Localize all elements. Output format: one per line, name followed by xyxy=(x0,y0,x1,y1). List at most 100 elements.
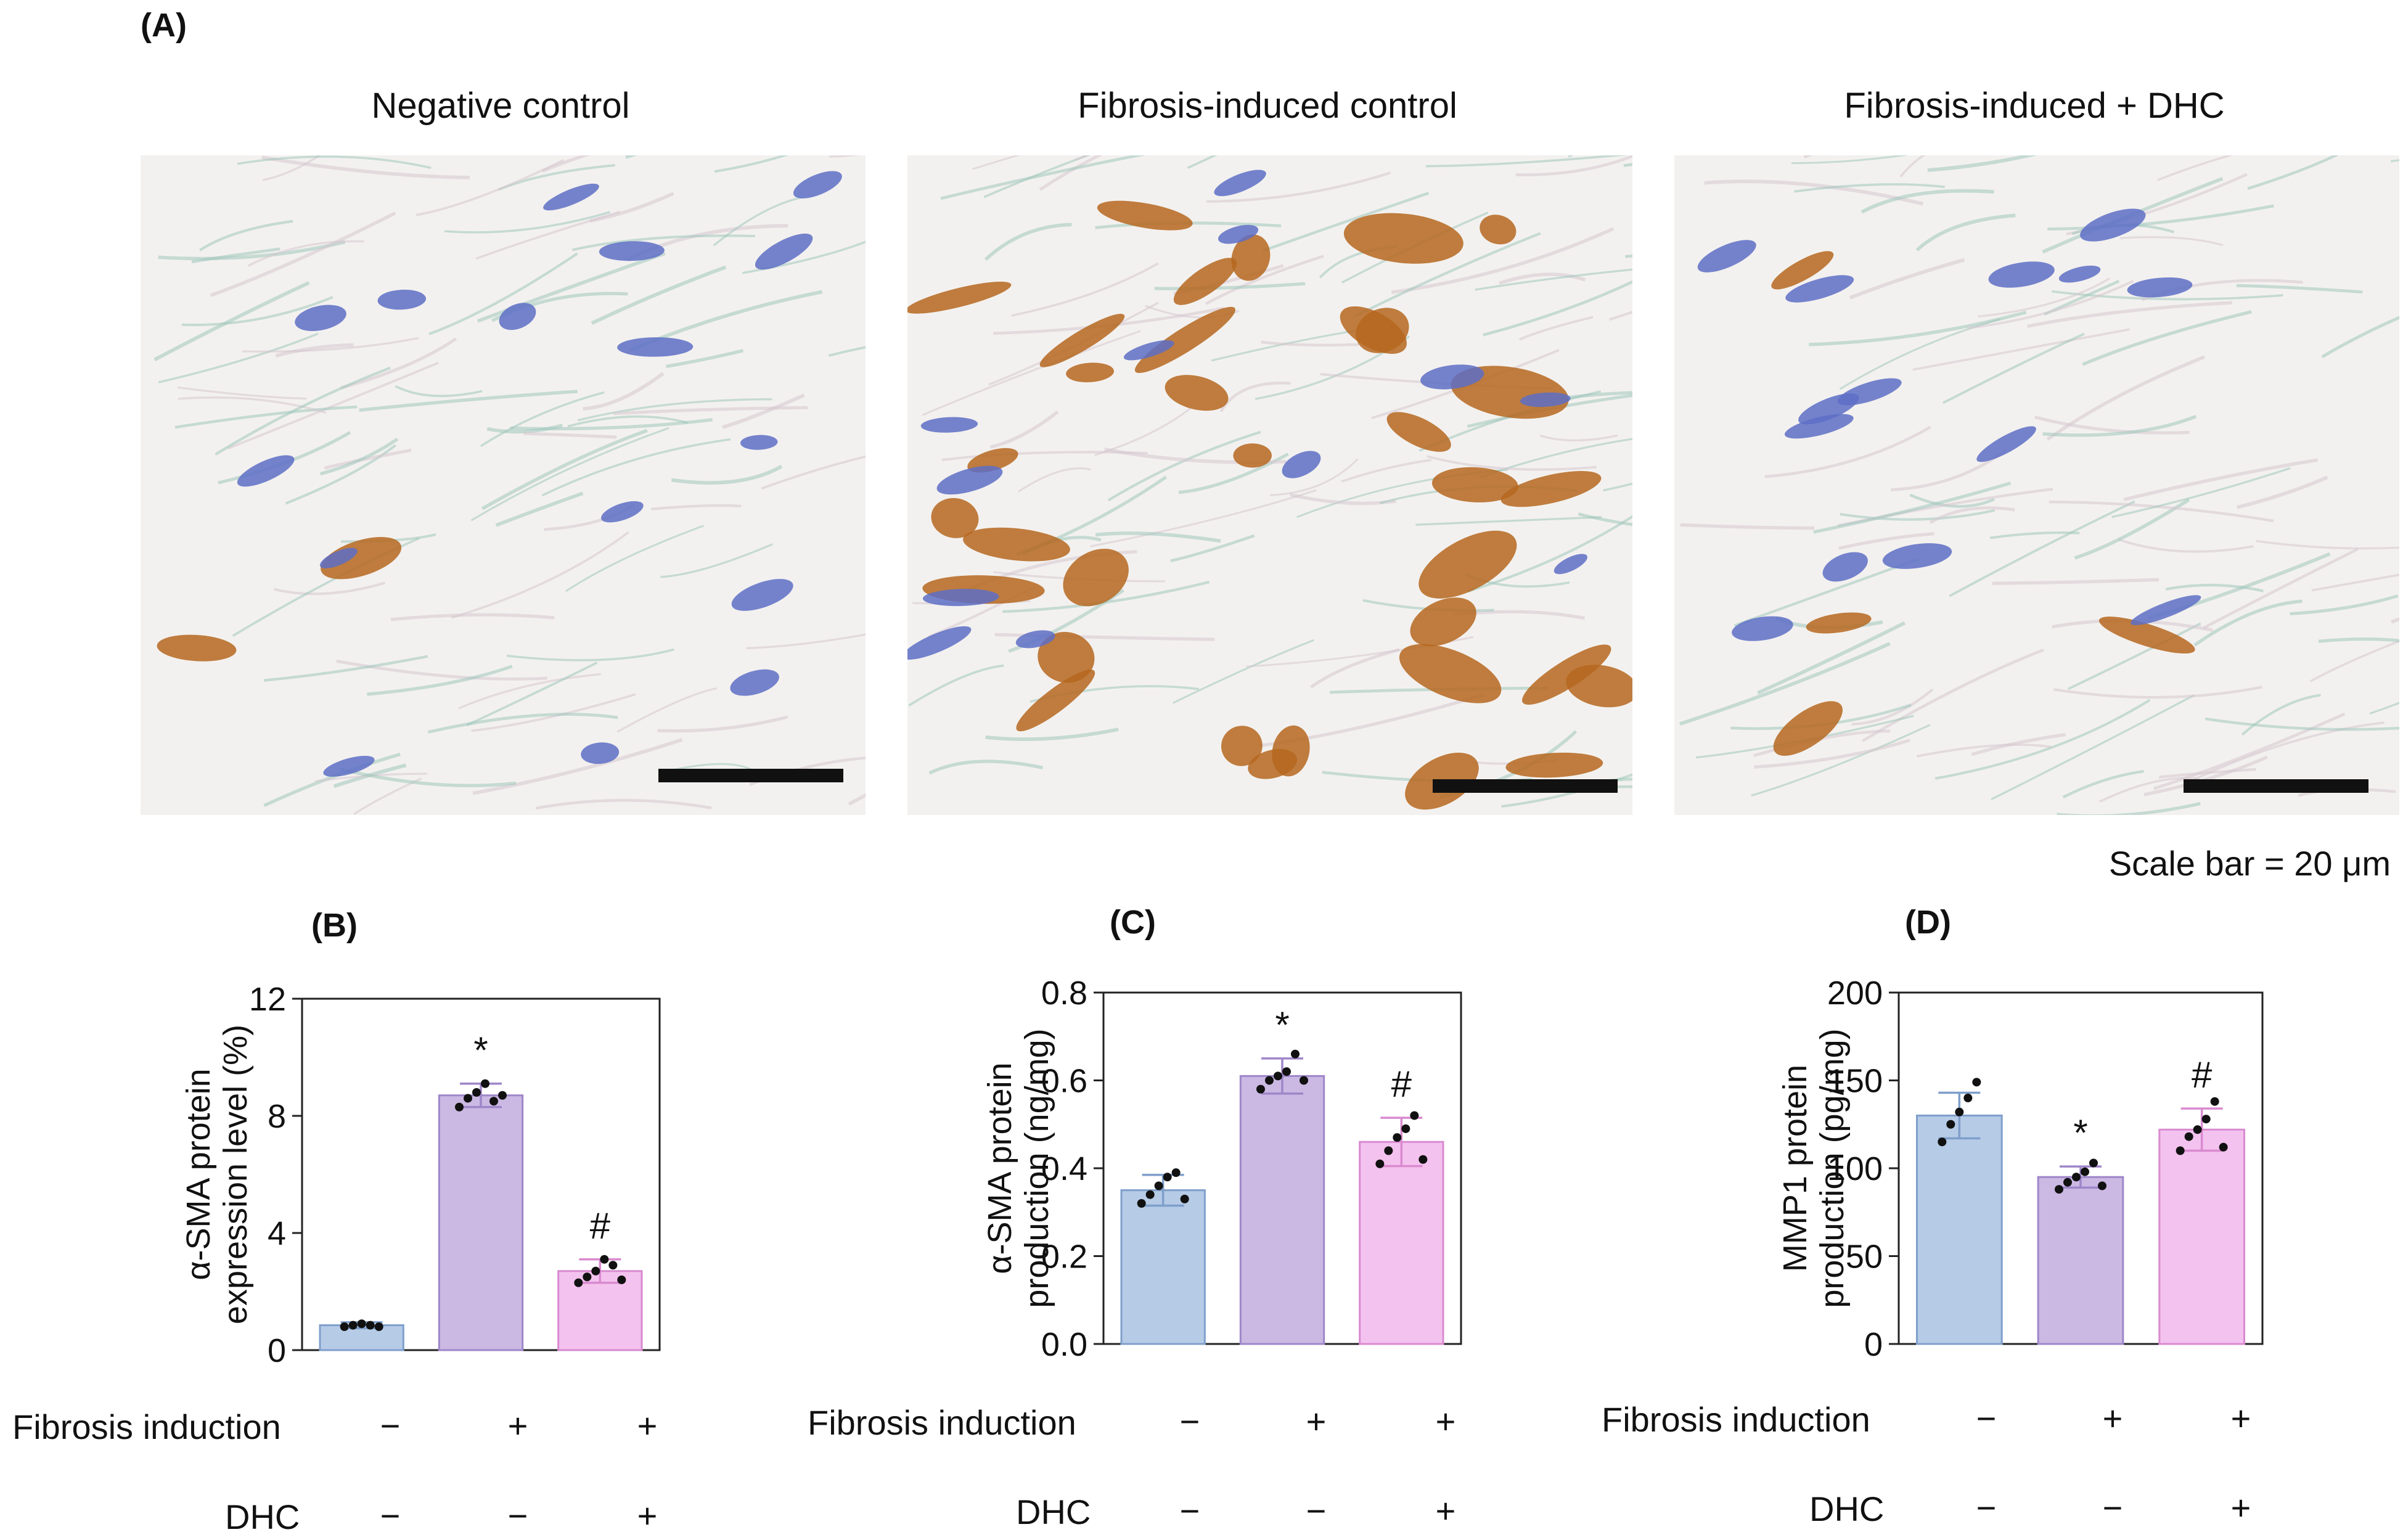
data-point xyxy=(1963,1094,1973,1102)
data-point xyxy=(2098,1181,2106,1190)
data-point xyxy=(608,1261,618,1270)
data-point xyxy=(2210,1097,2219,1106)
bar xyxy=(1359,1141,1444,1345)
data-point xyxy=(1401,1124,1410,1133)
significance-annotation: * xyxy=(2073,1112,2087,1153)
bar xyxy=(438,1094,524,1351)
bar xyxy=(1916,1115,2003,1345)
scale-bar xyxy=(1433,779,1618,793)
sign-b-fibrosis-2: + xyxy=(507,1406,528,1445)
sign-b-dhc-1: − xyxy=(380,1496,401,1535)
data-point xyxy=(489,1097,498,1106)
y-axis-label-line2: expression level (%) xyxy=(217,1025,254,1324)
y-tick-label: 4 xyxy=(268,1215,286,1252)
y-tick-label: 0.6 xyxy=(1041,1063,1087,1100)
data-point xyxy=(1137,1199,1146,1208)
sign-d-dhc-2: − xyxy=(2102,1488,2123,1527)
y-tick-label: 0.2 xyxy=(1041,1239,1087,1276)
data-point xyxy=(2201,1115,2211,1124)
significance-annotation: # xyxy=(590,1205,611,1247)
data-point xyxy=(498,1091,507,1100)
y-tick-label: 0 xyxy=(268,1332,286,1369)
data-point xyxy=(1393,1133,1402,1142)
sign-b-dhc-2: − xyxy=(507,1496,528,1535)
data-point xyxy=(583,1272,592,1282)
data-point xyxy=(464,1094,472,1103)
sign-d-dhc-3: + xyxy=(2230,1488,2251,1527)
sign-d-dhc-1: − xyxy=(1976,1488,1997,1527)
bar xyxy=(1120,1189,1206,1345)
y-tick-label: 0.4 xyxy=(1041,1150,1087,1187)
data-point xyxy=(1163,1173,1172,1182)
bar xyxy=(319,1324,404,1351)
data-point xyxy=(574,1278,583,1287)
chart-c: 0.0 0.2 0.4 0.6 0.8 α-SMA protein production (… xyxy=(981,975,1462,1363)
sign-b-dhc-3: + xyxy=(637,1496,658,1535)
data-point xyxy=(481,1079,489,1088)
data-point xyxy=(591,1266,600,1276)
y-axis-label-line2: production (pg/mg) xyxy=(1814,1028,1851,1308)
data-point xyxy=(1180,1194,1189,1203)
y-tick-label: 0.0 xyxy=(1041,1326,1087,1363)
sign-d-fibrosis-1: − xyxy=(1976,1399,1997,1438)
sign-b-fibrosis-3: + xyxy=(637,1406,658,1445)
data-point xyxy=(2072,1173,2081,1182)
data-point xyxy=(2063,1178,2072,1187)
data-point xyxy=(1418,1155,1428,1164)
dhc-label-d: DHC xyxy=(1809,1489,1885,1528)
collagen-fibers xyxy=(1679,155,2399,815)
data-point xyxy=(455,1102,464,1112)
data-point xyxy=(340,1322,349,1331)
sign-d-fibrosis-3: + xyxy=(2230,1399,2251,1438)
chart-d: 0 50 100 150 200 MMP1 protein production (pg/m… xyxy=(1777,975,2264,1363)
data-point xyxy=(1938,1137,1947,1147)
data-point xyxy=(1375,1159,1385,1168)
sign-b-fibrosis-1: − xyxy=(380,1406,401,1445)
y-tick-label: 100 xyxy=(1827,1150,1883,1187)
panel-letter-b: (B) xyxy=(311,907,358,944)
y-tick-label: 8 xyxy=(268,1098,286,1135)
data-point xyxy=(1256,1084,1265,1094)
scale-bar xyxy=(2184,779,2368,793)
data-point xyxy=(1972,1078,1981,1087)
data-point xyxy=(2081,1167,2089,1176)
y-tick-label: 12 xyxy=(249,981,286,1018)
dab-stained-cells xyxy=(1771,251,2195,756)
dab-stained-cells xyxy=(157,537,402,661)
scale-bar-note: Scale bar = 20 μm xyxy=(2108,844,2391,883)
data-point xyxy=(600,1255,609,1264)
micrograph-negative-control xyxy=(141,155,866,815)
y-tick-label: 0.8 xyxy=(1041,975,1087,1012)
micrograph-title-fibrosis-control: Fibrosis-induced control xyxy=(1078,86,1457,126)
data-point xyxy=(1946,1120,1955,1129)
significance-annotation: * xyxy=(473,1030,488,1071)
fibrosis-induction-label-c: Fibrosis induction xyxy=(808,1403,1076,1442)
y-axis-label-line2: production (ng/mg) xyxy=(1018,1028,1055,1308)
micrograph-fibrosis-control xyxy=(907,155,1632,815)
dab-stained-cells xyxy=(907,200,1632,810)
data-point xyxy=(2176,1146,2185,1155)
dhc-label-b: DHC xyxy=(225,1497,300,1536)
bar xyxy=(2037,1176,2124,1345)
significance-annotation: # xyxy=(2192,1054,2213,1096)
data-point xyxy=(1955,1107,1964,1116)
y-tick-label: 0 xyxy=(1864,1326,1883,1363)
data-point xyxy=(2219,1142,2228,1152)
micrograph-title-fibrosis-dhc: Fibrosis-induced + DHC xyxy=(1844,86,2225,126)
tissue-background xyxy=(141,155,866,815)
scale-bar xyxy=(658,769,843,782)
data-point xyxy=(1154,1181,1163,1190)
y-tick-label: 200 xyxy=(1827,975,1883,1012)
data-point xyxy=(2089,1158,2098,1168)
fibrosis-induction-label-d: Fibrosis induction xyxy=(1602,1400,1870,1439)
sign-c-fibrosis-2: + xyxy=(1306,1402,1327,1441)
fibrosis-induction-label-b: Fibrosis induction xyxy=(12,1407,281,1446)
y-tick-label: 50 xyxy=(1846,1239,1883,1276)
sign-c-fibrosis-3: + xyxy=(1435,1402,1456,1441)
y-axis-label-line1: α-SMA protein xyxy=(981,1062,1018,1274)
bar xyxy=(2158,1128,2245,1345)
data-point xyxy=(617,1276,626,1284)
y-tick-label: 150 xyxy=(1827,1063,1883,1100)
y-axis-label-line1: MMP1 protein xyxy=(1777,1065,1814,1272)
